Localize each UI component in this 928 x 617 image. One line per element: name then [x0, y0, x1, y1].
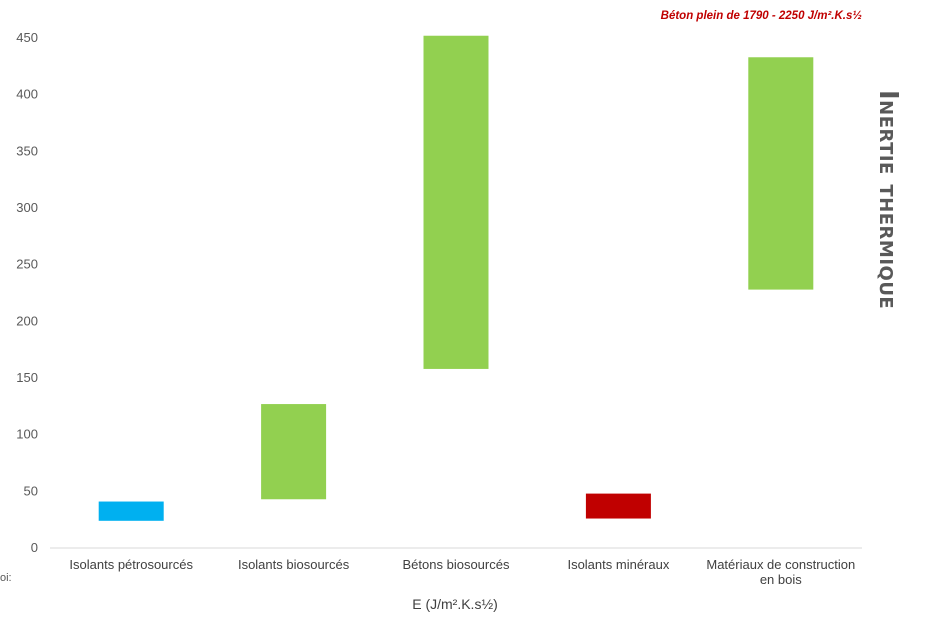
y-tick-label: 0: [31, 540, 38, 555]
y-tick-label: 450: [16, 30, 38, 45]
category-label: Isolants pétrosourcés: [69, 557, 193, 572]
side-title: Inertie thermique: [858, 90, 918, 530]
bars: [98, 35, 814, 521]
chart-annotation: Béton plein de 1790 - 2250 J/m².K.s½: [661, 10, 862, 22]
category-label: en bois: [760, 572, 802, 587]
side-title-text: Inertie thermique: [873, 90, 903, 310]
y-tick-label: 250: [16, 257, 38, 272]
category-label: Bétons biosourcés: [403, 557, 510, 572]
y-tick-label: 300: [16, 200, 38, 215]
cropped-label: oi:: [0, 572, 12, 584]
bar: [98, 501, 164, 521]
bar: [748, 57, 814, 290]
bar: [261, 404, 327, 500]
y-tick-label: 400: [16, 87, 38, 102]
bar: [423, 35, 489, 369]
x-axis-categories: Isolants pétrosourcés Isolants biosourcés…: [69, 557, 855, 587]
y-axis-ticks: 0 50 100 150 200 250 300 350 400 450: [16, 30, 38, 555]
x-axis-label: E (J/m².K.s½): [412, 596, 498, 612]
y-tick-label: 100: [16, 427, 38, 442]
bar: [585, 493, 651, 519]
category-label: Matériaux de construction: [706, 557, 855, 572]
category-label: Isolants minéraux: [567, 557, 669, 572]
y-tick-label: 50: [24, 483, 38, 498]
y-tick-label: 350: [16, 143, 38, 158]
y-tick-label: 200: [16, 313, 38, 328]
category-label: Isolants biosourcés: [238, 557, 350, 572]
y-tick-label: 150: [16, 370, 38, 385]
